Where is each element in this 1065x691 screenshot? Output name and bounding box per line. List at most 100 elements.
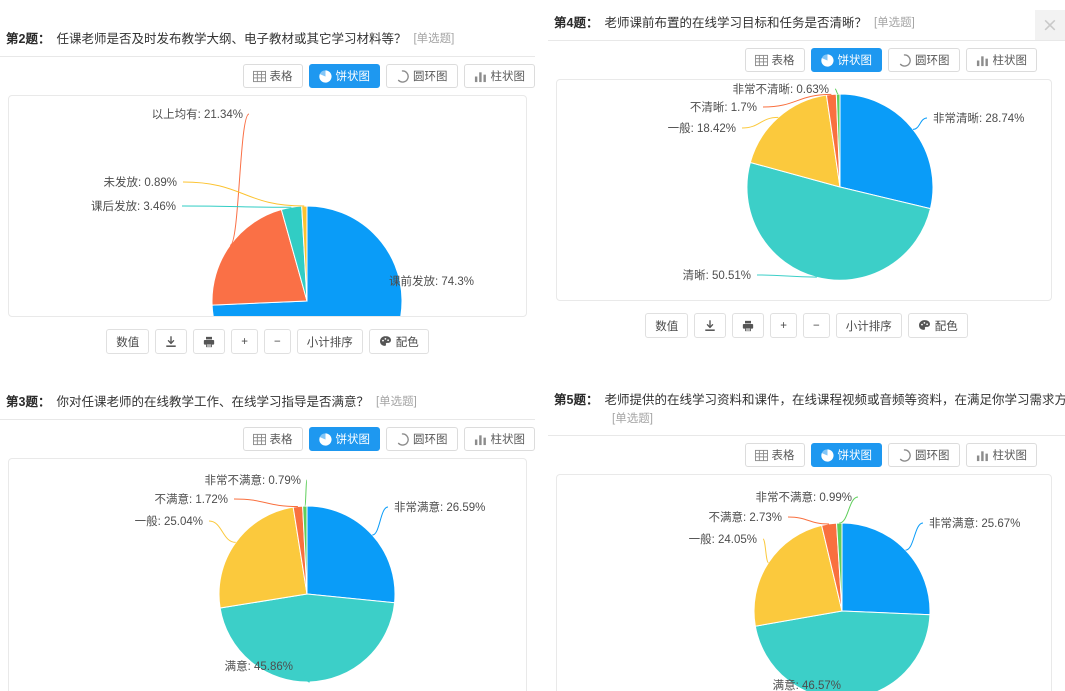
pie-slice[interactable] <box>754 610 931 691</box>
pie-slice[interactable] <box>749 94 841 188</box>
tab-pie[interactable]: 饼状图 <box>308 427 380 451</box>
toolbar-download-button[interactable] <box>694 313 727 338</box>
tab-label: 表格 <box>771 55 795 67</box>
pie-chart-card: 非常满意: 26.59% 满意: 45.86% 一般: 25.04% 不满意: 1.7… <box>8 458 527 691</box>
pie-slice-label: 课后发放: 3.46% <box>91 199 176 213</box>
pie-slice[interactable] <box>835 522 843 612</box>
tab-bar[interactable]: 柱状图 <box>463 427 535 451</box>
bar-icon <box>976 54 989 67</box>
toolbar-print-button[interactable] <box>732 313 765 338</box>
question-number: 第4题： <box>554 16 599 30</box>
toolbar-palette-button[interactable]: 配色 <box>907 313 968 338</box>
pie-slice-label: 非常清晰: 28.74% <box>933 111 1024 125</box>
toolbar-label: 数值 <box>655 320 679 333</box>
question-text: 老师提供的在线学习资料和课件，在线课程视频或音频等资料，在满足你学习需求方面是否… <box>604 393 1065 407</box>
tab-donut[interactable]: 圆环图 <box>386 64 458 88</box>
toolbar-button-4[interactable]: − <box>264 329 291 354</box>
chart-type-tabs: 表格 饼状图 圆环图 柱状图 <box>548 41 1065 79</box>
panel-header: 第4题： 老师课前布置的在线学习目标和任务是否清晰？ [单选题] × <box>548 6 1065 41</box>
toolbar-button-0[interactable]: 数值 <box>106 329 150 354</box>
pie-slice-label: 不满意: 1.72% <box>155 492 229 506</box>
pie-chart-card: 非常满意: 25.67% 满意: 46.57% 一般: 24.05% 不满意: 2.7… <box>556 474 1052 691</box>
tab-donut[interactable]: 圆环图 <box>386 427 458 451</box>
pie-chart: 非常满意: 25.67% 满意: 46.57% 一般: 24.05% 不满意: 2.7… <box>689 490 1020 691</box>
pie-slice[interactable] <box>841 522 931 616</box>
tab-table[interactable]: 表格 <box>242 427 303 451</box>
tab-bar[interactable]: 柱状图 <box>965 48 1037 72</box>
toolbar-button-5[interactable]: 小计排序 <box>835 313 902 338</box>
pie-icon <box>318 69 332 83</box>
tab-label: 表格 <box>269 71 293 83</box>
toolbar-download-button[interactable] <box>155 329 188 354</box>
tab-label: 饼状图 <box>335 71 371 83</box>
toolbar-button-4[interactable]: − <box>803 313 830 338</box>
pie-slice-label: 以上均有: 21.34% <box>152 107 243 121</box>
toolbar-palette-button[interactable]: 配色 <box>368 329 429 354</box>
tab-label: 表格 <box>269 434 293 446</box>
pie-slice-label: 一般: 25.04% <box>135 514 203 528</box>
tab-table[interactable]: 表格 <box>744 443 805 467</box>
pie-icon <box>318 432 332 446</box>
pie-leader-line <box>233 498 298 507</box>
pie-leader-line <box>912 117 928 130</box>
pie-slice-label: 一般: 24.05% <box>689 532 757 546</box>
question-panel-q2: 第2题： 任课老师是否及时发布教学大纲、电子教材或其它学习材料等？ [单选题] … <box>0 22 535 392</box>
pie-leader-line <box>372 506 389 536</box>
toolbar-label: 配色 <box>395 336 419 349</box>
toolbar-label: − <box>274 335 281 348</box>
chart-type-tabs: 表格 饼状图 圆环图 柱状图 <box>0 57 535 95</box>
donut-icon <box>898 53 911 67</box>
tab-label: 柱状图 <box>992 55 1028 67</box>
question-panel-q5: 第5题： 老师提供的在线学习资料和课件，在线课程视频或音频等资料，在满足你学习需… <box>548 383 1065 691</box>
tab-bar[interactable]: 柱状图 <box>463 64 535 88</box>
toolbar-label: 小计排序 <box>845 320 892 333</box>
pie-slice[interactable] <box>306 505 396 604</box>
print-icon <box>742 320 754 332</box>
tab-label: 柱状图 <box>992 450 1028 462</box>
tab-bar[interactable]: 柱状图 <box>965 443 1037 467</box>
table-icon <box>252 70 266 83</box>
pie-leader-line <box>208 520 236 543</box>
close-icon[interactable]: × <box>1035 10 1065 40</box>
tab-label: 圆环图 <box>915 55 950 67</box>
tab-label: 柱状图 <box>490 434 526 446</box>
pie-slice[interactable] <box>218 506 308 609</box>
toolbar-label: 配色 <box>934 320 958 333</box>
toolbar-button-3[interactable]: + <box>231 329 258 354</box>
pie-leader-line <box>304 479 308 507</box>
tab-donut[interactable]: 圆环图 <box>888 48 960 72</box>
bar-icon <box>976 449 989 462</box>
pie-slice-label: 非常不清晰: 0.63% <box>733 82 830 96</box>
toolbar-print-button[interactable] <box>193 329 226 354</box>
bar-icon <box>474 70 487 83</box>
pie-leader-line <box>181 205 292 208</box>
chart-toolbar: 数值 + − 小计排序 配色 <box>0 317 535 354</box>
toolbar-button-3[interactable]: + <box>770 313 797 338</box>
print-icon <box>203 336 215 348</box>
pie-slice[interactable] <box>839 93 934 210</box>
pie-icon <box>820 53 834 67</box>
question-text: 你对任课老师的在线教学工作、在线学习指导是否满意？ <box>56 395 369 409</box>
toolbar-button-5[interactable]: 小计排序 <box>296 329 363 354</box>
pie-slice-label: 非常不满意: 0.79% <box>205 473 302 487</box>
pie-icon <box>820 448 834 462</box>
question-type: [单选题] <box>375 396 417 408</box>
donut-icon <box>898 448 911 462</box>
question-panel-q3: 第3题： 你对任课老师的在线教学工作、在线学习指导是否满意？ [单选题] 表格 饼… <box>0 385 535 691</box>
question-number: 第3题： <box>6 395 51 409</box>
toolbar-button-0[interactable]: 数值 <box>645 313 689 338</box>
tab-label: 表格 <box>771 450 795 462</box>
pie-slice[interactable] <box>211 208 308 306</box>
tab-pie[interactable]: 饼状图 <box>308 64 380 88</box>
tab-donut[interactable]: 圆环图 <box>888 443 960 467</box>
tab-table[interactable]: 表格 <box>744 48 805 72</box>
question-number: 第2题： <box>6 32 51 46</box>
tab-label: 圆环图 <box>413 434 448 446</box>
tab-pie[interactable]: 饼状图 <box>810 48 882 72</box>
tab-table[interactable]: 表格 <box>242 64 303 88</box>
tab-pie[interactable]: 饼状图 <box>810 443 882 467</box>
toolbar-label: 数值 <box>116 336 140 349</box>
donut-icon <box>396 432 409 446</box>
pie-slice-label: 非常满意: 26.59% <box>394 500 485 514</box>
pie-chart-card: 课前发放: 74.3% 以上均有: 21.34% 课后发放: 3.46% 未发放: 0… <box>8 95 527 317</box>
